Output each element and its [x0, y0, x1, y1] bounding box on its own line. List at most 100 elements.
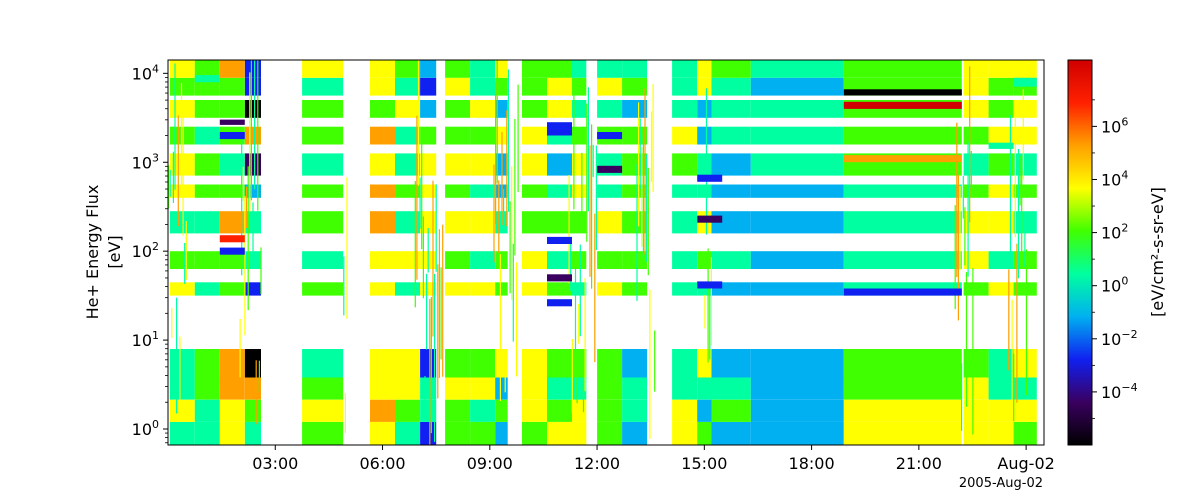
spectrogram-cell: [522, 421, 547, 445]
spectrogram-streak: [252, 202, 254, 252]
spectrogram-cell: [572, 126, 587, 145]
spectrogram-streak: [432, 180, 434, 337]
spectrogram-cell: [672, 282, 698, 296]
spectrogram-cell: [547, 421, 572, 445]
spectrogram-cell: [963, 126, 989, 145]
spectrogram-cell: [547, 77, 572, 96]
spectrogram-cell: [445, 60, 471, 78]
spectrogram-cell: [370, 211, 395, 234]
spectrogram-cell: [244, 60, 261, 78]
spectrogram-cell: [244, 126, 261, 145]
spectrogram-cell: [547, 349, 572, 378]
spectrogram-streak: [1009, 115, 1012, 255]
spectrogram-cell: [750, 251, 844, 269]
spectrogram-streak: [961, 363, 963, 431]
spectrogram-cell: [963, 100, 989, 118]
spectrogram-cell: [622, 421, 648, 445]
spectrogram-streak: [1021, 170, 1023, 258]
spectrogram-streak: [438, 229, 440, 378]
spectrogram-cell: [572, 153, 587, 176]
spectrogram-cell: [672, 153, 698, 176]
colorbar-tick-label: 102: [1101, 222, 1128, 243]
spectrogram-cell: [169, 100, 195, 118]
x-tick-label: 06:00: [359, 454, 405, 473]
spectrogram-cell: [988, 421, 1014, 445]
spectrogram-cells: [168, 60, 1037, 445]
spectrogram-cell: [370, 153, 395, 176]
spectrogram-streak: [244, 196, 246, 336]
spectrogram-cell: [244, 184, 261, 198]
spectrogram-cell: [244, 377, 261, 400]
spectrogram-cell: [302, 349, 344, 378]
spectrogram-cell: [420, 282, 437, 296]
spectrogram-streak: [647, 167, 649, 276]
spectrogram-cell: [370, 377, 395, 400]
spectrogram-cell: [672, 211, 698, 234]
spectrogram-cell: [622, 211, 648, 234]
colorbar-tick-label: 106: [1101, 115, 1128, 136]
spectrogram-cell: [470, 77, 496, 96]
spectrogram-cell: [843, 421, 962, 445]
spectrogram-cell: [219, 421, 245, 445]
spectrogram-cell: [622, 60, 648, 78]
spectrogram-cell: [169, 282, 195, 296]
spectrogram-cell: [169, 126, 195, 145]
spectrogram-cell: [750, 421, 844, 445]
spectrogram-band: [843, 89, 962, 96]
spectrogram-streak: [429, 299, 431, 445]
spectrogram-cell: [843, 126, 962, 145]
spectrogram-band: [547, 236, 572, 244]
spectrogram-cell: [963, 184, 989, 198]
colorbar-tick-label: 104: [1101, 168, 1128, 189]
spectrogram-cell: [445, 282, 471, 296]
spectrogram-cell: [988, 153, 1014, 176]
spectrogram-cell: [1013, 349, 1037, 378]
spectrogram-streak: [581, 152, 583, 219]
spectrogram-cell: [1013, 153, 1037, 176]
spectrogram-streak: [517, 84, 519, 193]
spectrogram-cell: [1013, 399, 1037, 422]
spectrogram-cell: [445, 377, 471, 400]
spectrogram-cell: [522, 126, 547, 145]
plot-frame: [167, 59, 1045, 446]
spectrogram-streak: [509, 201, 511, 294]
spectrogram-cell: [572, 211, 587, 234]
spectrogram-cell: [711, 377, 751, 400]
spectrogram-cell: [219, 77, 245, 96]
spectrogram-cell: [622, 282, 648, 296]
spectrogram-cell: [194, 153, 220, 176]
spectrogram-streak: [184, 243, 186, 284]
spectrogram-cell: [750, 399, 844, 422]
spectrogram-cell: [750, 377, 844, 400]
spectrogram-cell: [194, 377, 220, 400]
spectrogram-streak: [254, 60, 256, 190]
spectrogram-band: [843, 155, 962, 163]
spectrogram-cell: [219, 349, 245, 378]
spectrogram-cell: [370, 282, 395, 296]
x-tick-label: 03:00: [252, 454, 298, 473]
spectrogram-cell: [963, 211, 989, 234]
spectrogram-cell: [420, 377, 437, 400]
spectrogram-streak: [970, 151, 972, 188]
spectrogram-cell: [672, 60, 698, 78]
spectrogram-streak: [578, 304, 580, 344]
spectrogram-cell: [395, 100, 420, 118]
spectrogram-band: [988, 142, 1014, 149]
spectrogram-cell: [963, 60, 989, 78]
spectrogram-cell: [194, 349, 220, 378]
spectrogram-cell: [572, 251, 587, 269]
spectrogram-cell: [445, 211, 471, 234]
spectrogram-cell: [711, 251, 751, 269]
spectrogram-cell: [672, 251, 698, 269]
spectrogram-streak: [965, 272, 968, 407]
spectrogram-streak: [435, 184, 437, 272]
spectrogram-streak: [514, 119, 516, 256]
spectrogram-cell: [244, 100, 261, 118]
spectrogram-streak: [568, 175, 570, 284]
spectrogram-streak: [504, 362, 506, 393]
spectrogram-streak: [177, 115, 179, 227]
spectrogram-cell: [370, 349, 395, 378]
x-tick-label: 18:00: [789, 454, 835, 473]
spectrogram-streak: [511, 166, 513, 300]
